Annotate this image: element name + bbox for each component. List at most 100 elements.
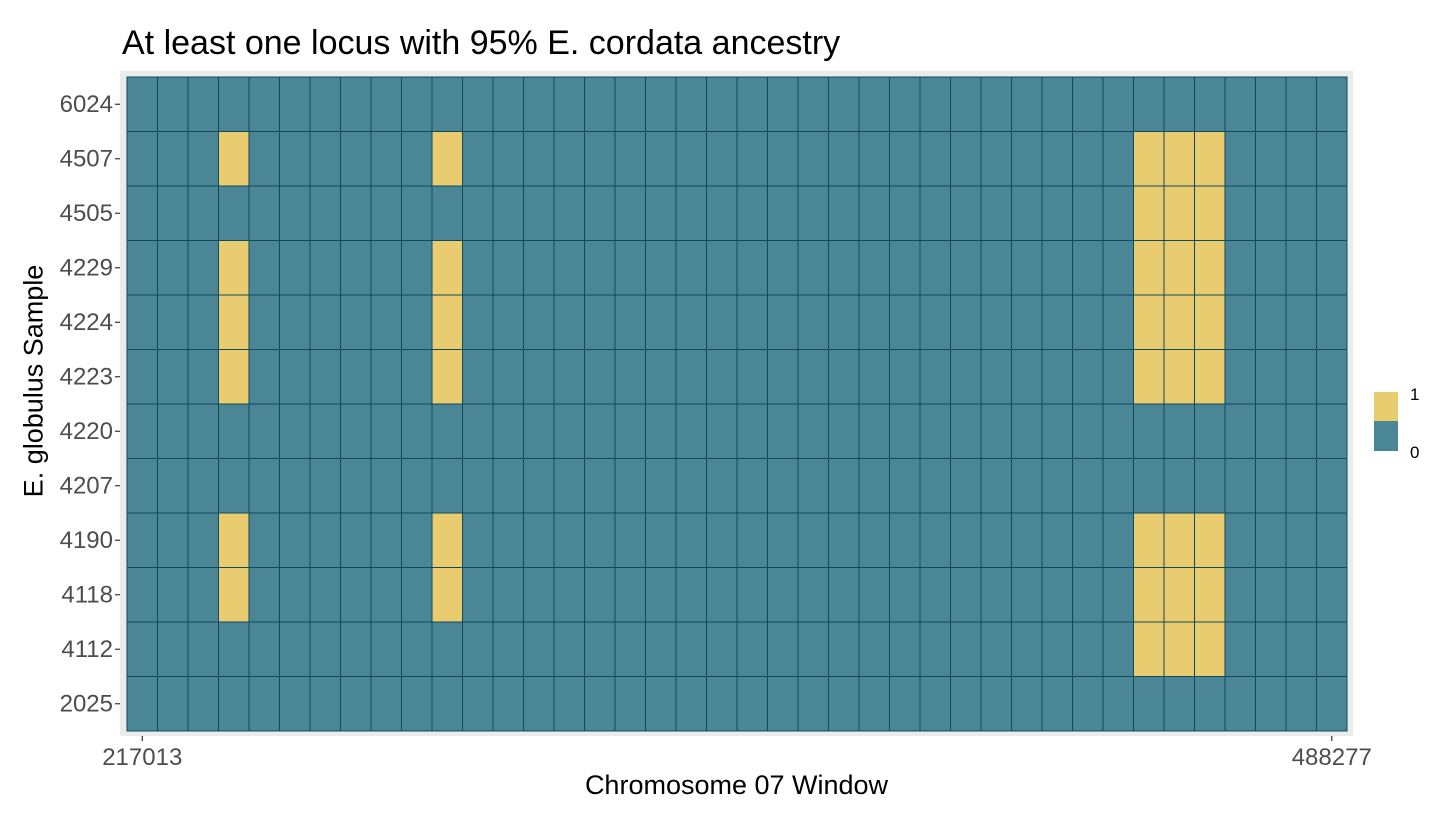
heatmap-cell: [706, 185, 738, 241]
heatmap-cell: [492, 403, 524, 459]
heatmap-cell: [370, 676, 402, 732]
heatmap-cell: [462, 676, 494, 732]
heatmap-cell: [919, 621, 951, 677]
heatmap-cell: [462, 567, 494, 623]
heatmap-cell: [797, 567, 829, 623]
heatmap-cell: [401, 676, 433, 732]
heatmap-cell: [431, 294, 463, 350]
heatmap-cell: [736, 185, 768, 241]
heatmap-cell: [1316, 676, 1348, 732]
heatmap-cell: [1194, 512, 1226, 568]
heatmap-cell: [675, 294, 707, 350]
heatmap-cell: [1224, 567, 1256, 623]
heatmap-cell: [614, 458, 646, 514]
heatmap-cell: [553, 512, 585, 568]
heatmap-cell: [675, 403, 707, 459]
heatmap-cell: [828, 349, 860, 405]
heatmap-cell: [1072, 512, 1104, 568]
heatmap-cell: [462, 76, 494, 132]
heatmap-cell: [492, 676, 524, 732]
heatmap-cell: [248, 512, 280, 568]
heatmap-cell: [309, 567, 341, 623]
heatmap-cell: [584, 676, 616, 732]
heatmap-cell: [157, 458, 189, 514]
heatmap-cell: [1102, 131, 1134, 187]
heatmap-cell: [1163, 458, 1195, 514]
heatmap-cell: [980, 185, 1012, 241]
heatmap-cell: [1041, 185, 1073, 241]
x-tick-label: 488277: [1292, 744, 1372, 771]
heatmap-cell: [889, 76, 921, 132]
heatmap-cell: [1224, 240, 1256, 296]
heatmap-cell: [462, 240, 494, 296]
heatmap-cell: [1163, 621, 1195, 677]
heatmap-cell: [1011, 567, 1043, 623]
heatmap-cell: [797, 76, 829, 132]
heatmap-cell: [523, 458, 555, 514]
heatmap-cell: [1163, 131, 1195, 187]
heatmap-cell: [828, 240, 860, 296]
heatmap-cell: [1316, 403, 1348, 459]
heatmap-cell: [492, 76, 524, 132]
heatmap-cell: [919, 76, 951, 132]
heatmap-cell: [126, 131, 158, 187]
heatmap-cell: [1163, 512, 1195, 568]
heatmap-cell: [1041, 512, 1073, 568]
heatmap-cell: [645, 76, 677, 132]
heatmap-cell: [553, 294, 585, 350]
heatmap-cell: [767, 458, 799, 514]
heatmap-cell: [919, 567, 951, 623]
heatmap-cell: [1163, 676, 1195, 732]
heatmap-cell: [950, 185, 982, 241]
heatmap-cell: [614, 294, 646, 350]
heatmap-cell: [767, 621, 799, 677]
heatmap-cell: [401, 131, 433, 187]
heatmap-cell: [736, 131, 768, 187]
heatmap-cell: [584, 76, 616, 132]
heatmap-cell: [736, 458, 768, 514]
heatmap-cell: [553, 349, 585, 405]
heatmap-cell: [492, 294, 524, 350]
heatmap-cell: [919, 676, 951, 732]
heatmap-cell: [889, 185, 921, 241]
heatmap-cell: [492, 512, 524, 568]
heatmap-cell: [1011, 349, 1043, 405]
heatmap-cell: [736, 676, 768, 732]
heatmap-cell: [1194, 240, 1226, 296]
heatmap-cell: [797, 403, 829, 459]
heatmap-cell: [1072, 294, 1104, 350]
heatmap-cell: [279, 76, 311, 132]
heatmap-cell: [553, 567, 585, 623]
heatmap-cell: [248, 349, 280, 405]
heatmap-cell: [187, 458, 219, 514]
heatmap-cell: [675, 131, 707, 187]
heatmap-cell: [462, 294, 494, 350]
heatmap-cell: [279, 567, 311, 623]
heatmap-cell: [889, 403, 921, 459]
heatmap-cell: [767, 294, 799, 350]
heatmap-cell: [218, 458, 250, 514]
heatmap-cell: [828, 294, 860, 350]
heatmap-cell: [919, 512, 951, 568]
heatmap-cell: [1102, 240, 1134, 296]
heatmap-cell: [858, 185, 890, 241]
heatmap-cell: [858, 349, 890, 405]
heatmap-cell: [340, 240, 372, 296]
heatmap-cell: [1133, 349, 1165, 405]
heatmap-cell: [1072, 349, 1104, 405]
heatmap-cell: [462, 512, 494, 568]
heatmap-cell: [980, 76, 1012, 132]
heatmap-cell: [980, 458, 1012, 514]
heatmap-cell: [187, 621, 219, 677]
heatmap-cell: [340, 294, 372, 350]
heatmap-cell: [645, 403, 677, 459]
heatmap-cell: [645, 458, 677, 514]
heatmap-cell: [279, 458, 311, 514]
heatmap-cell: [492, 349, 524, 405]
heatmap-cell: [401, 240, 433, 296]
heatmap-cell: [950, 403, 982, 459]
heatmap-cell: [157, 240, 189, 296]
heatmap-cell: [1041, 676, 1073, 732]
heatmap-cell: [889, 240, 921, 296]
heatmap-cell: [553, 621, 585, 677]
